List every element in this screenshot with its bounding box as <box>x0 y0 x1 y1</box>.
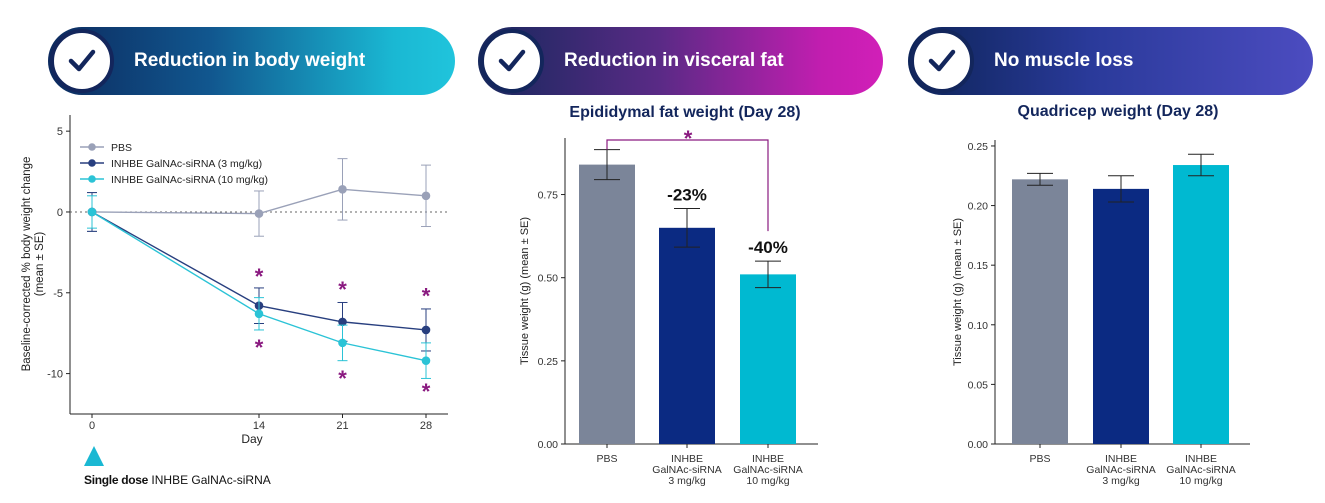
y-tick-label: 0.05 <box>968 379 989 391</box>
data-point <box>421 325 431 335</box>
muscle-chart-title: Quadricep weight (Day 28) <box>1017 103 1219 120</box>
series-line-1 <box>91 211 427 331</box>
dose-triangle-icon <box>84 446 104 466</box>
y-tick-label: -5 <box>53 288 63 300</box>
y-tick-label: 0.25 <box>538 356 559 368</box>
x-tick-label: PBS <box>1029 453 1050 465</box>
data-point <box>338 338 347 348</box>
significance-star: * <box>422 283 431 308</box>
series-line-2 <box>91 211 427 362</box>
y-tick-label: 0.10 <box>968 320 989 332</box>
y-tick-label: 0.50 <box>538 273 559 285</box>
legend-marker <box>88 175 96 183</box>
x-tick-label: 14 <box>253 420 265 432</box>
significance-star: * <box>338 366 347 391</box>
x-tick-label: 0 <box>89 420 95 432</box>
y-tick-label: 0.25 <box>968 141 989 153</box>
x-axis-label: Day <box>241 432 262 446</box>
significance-star: * <box>338 277 347 302</box>
y-tick-label: 0.15 <box>968 260 989 272</box>
x-tick-label: 3 mg/kg <box>668 475 706 487</box>
data-point <box>87 207 97 217</box>
x-tick-label: INHBE <box>1105 453 1137 465</box>
x-tick-label: 21 <box>336 420 348 432</box>
banner-label: Reduction in body weight <box>134 50 366 71</box>
data-point <box>254 309 264 319</box>
bar <box>1093 188 1149 444</box>
y-axis-label: Tissue weight (g) (mean ± SE) <box>519 217 531 365</box>
bar <box>740 274 796 444</box>
checkmark-icon <box>928 49 956 72</box>
y-tick-label: 0.75 <box>538 190 559 202</box>
data-point <box>421 191 431 201</box>
data-point <box>338 317 347 327</box>
x-tick-label: 10 mg/kg <box>1179 475 1222 487</box>
y-axis-label: Baseline-corrected % body weight change(… <box>21 157 46 372</box>
x-tick-label: PBS <box>596 453 617 465</box>
bar <box>579 164 635 444</box>
significance-bracket <box>606 139 769 232</box>
significance-star: * <box>255 335 264 360</box>
data-point <box>338 185 347 194</box>
y-axis-label-line: (mean ± SE) <box>34 232 46 297</box>
x-tick-label: GalNAc-siRNA <box>733 464 802 476</box>
bar <box>659 227 715 444</box>
data-point <box>421 356 431 365</box>
significance-star: * <box>422 379 431 404</box>
x-tick-label: 3 mg/kg <box>1102 475 1140 487</box>
x-tick-label: 10 mg/kg <box>746 475 789 487</box>
banner-visceral-fat: Reduction in visceral fat <box>478 27 883 95</box>
legend-marker <box>88 143 96 151</box>
fat-chart-title: Epididymal fat weight (Day 28) <box>569 104 801 121</box>
x-tick-label: GalNAc-siRNA <box>652 464 721 476</box>
dose-footnote-bold: Single dose <box>84 473 149 487</box>
y-tick-label: 0 <box>57 207 63 219</box>
check-circle <box>50 29 114 93</box>
x-tick-label: GalNAc-siRNA <box>1166 464 1235 476</box>
checkmark-icon <box>68 49 96 72</box>
legend-label: PBS <box>111 142 132 154</box>
dose-footnote-text: INHBE GalNAc-siRNA <box>151 473 271 487</box>
checkmark-icon <box>498 49 526 72</box>
x-tick-label: GalNAc-siRNA <box>1086 464 1155 476</box>
banner-muscle: No muscle loss <box>908 27 1313 95</box>
x-tick-label: 28 <box>420 420 432 432</box>
y-tick-label: -10 <box>47 369 63 381</box>
banner-label: Reduction in visceral fat <box>564 50 784 71</box>
percent-change-label: -23% <box>667 186 707 205</box>
y-tick-label: 0.00 <box>538 439 559 451</box>
x-tick-label: INHBE <box>752 453 784 465</box>
y-axis-label: Tissue weight (g) (mean ± SE) <box>952 218 964 366</box>
percent-change-label: -40% <box>748 238 788 257</box>
data-point <box>254 209 264 218</box>
x-tick-label: INHBE <box>671 453 703 465</box>
significance-star: * <box>255 264 264 289</box>
legend-marker <box>88 159 96 167</box>
series-line-0 <box>91 188 427 215</box>
y-tick-label: 0.20 <box>968 201 989 213</box>
legend-label: INHBE GalNAc-siRNA (3 mg/kg) <box>111 158 262 170</box>
significance-star: * <box>684 126 693 151</box>
x-tick-label: INHBE <box>1185 453 1217 465</box>
y-axis-label-line: Baseline-corrected % body weight change <box>21 157 33 372</box>
bar <box>1173 165 1229 445</box>
dose-footnote: Single dose INHBE GalNAc-siRNA <box>84 473 271 487</box>
check-circle <box>480 29 544 93</box>
y-tick-label: 0.00 <box>968 439 989 451</box>
banner-body-weight: Reduction in body weight <box>48 27 455 95</box>
banner-label: No muscle loss <box>994 50 1134 71</box>
check-circle <box>910 29 974 93</box>
y-tick-label: 5 <box>57 126 63 138</box>
bar <box>1012 179 1068 444</box>
legend-label: INHBE GalNAc-siRNA (10 mg/kg) <box>111 174 268 186</box>
